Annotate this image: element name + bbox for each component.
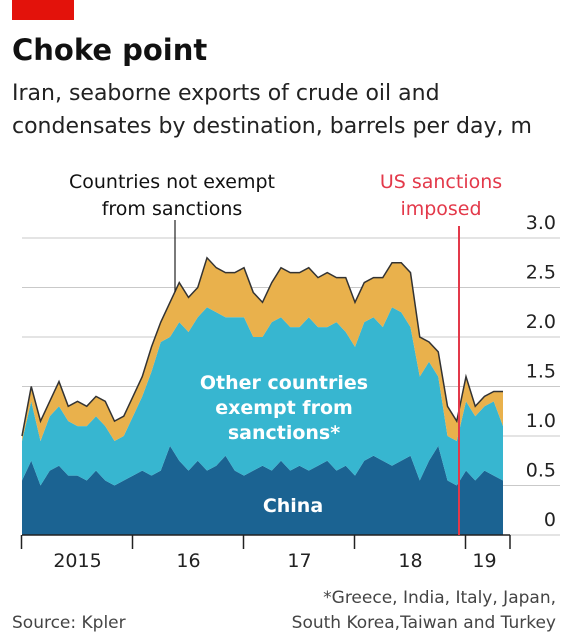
y-tick-label: 0 xyxy=(544,509,556,531)
x-tick-label: 17 xyxy=(287,550,311,572)
series-label: Other countries exempt from sanctions* xyxy=(200,372,368,444)
area xyxy=(22,257,503,441)
x-tick-label: 2015 xyxy=(53,550,101,572)
y-tick-label: 1.0 xyxy=(526,410,556,432)
y-tick-label: 2.5 xyxy=(526,262,556,284)
area xyxy=(22,307,503,486)
subtitle: condensates by destination, barrels per … xyxy=(12,114,532,139)
y-tick-label: 0.5 xyxy=(526,460,556,482)
x-tick-label: 18 xyxy=(398,550,422,572)
annotation-line: imposed xyxy=(400,198,481,220)
chart-title: Choke point xyxy=(12,33,207,67)
annotation: US sanctions imposed xyxy=(380,171,502,220)
y-tick-label: 2.0 xyxy=(526,311,556,333)
x-tick-label: 16 xyxy=(176,550,200,572)
series-label-line: from sanctions xyxy=(102,198,243,220)
brand-tag xyxy=(12,0,74,20)
y-tick-label: 1.5 xyxy=(526,361,556,383)
area xyxy=(22,445,503,535)
x-tick-label: 19 xyxy=(472,550,496,572)
subtitle: Iran, seaborne exports of crude oil and xyxy=(12,81,440,106)
series-label: Countries not exempt from sanctions xyxy=(69,171,275,220)
source: Source: Kpler xyxy=(12,613,126,633)
series-label-line: Countries not exempt xyxy=(69,171,275,193)
series-label-line: Other countries xyxy=(200,372,368,394)
series-label-line: sanctions* xyxy=(228,422,340,444)
y-tick-label: 3.0 xyxy=(526,212,556,234)
annotation-line: US sanctions xyxy=(380,171,502,193)
footnote: *Greece, India, Italy, Japan, xyxy=(323,588,556,608)
series-label-line: China xyxy=(263,495,323,517)
series-label-line: exempt from xyxy=(215,397,353,419)
footnote: South Korea,Taiwan and Turkey xyxy=(292,613,556,633)
total-line xyxy=(21,256,503,437)
series-label: China xyxy=(263,495,323,517)
